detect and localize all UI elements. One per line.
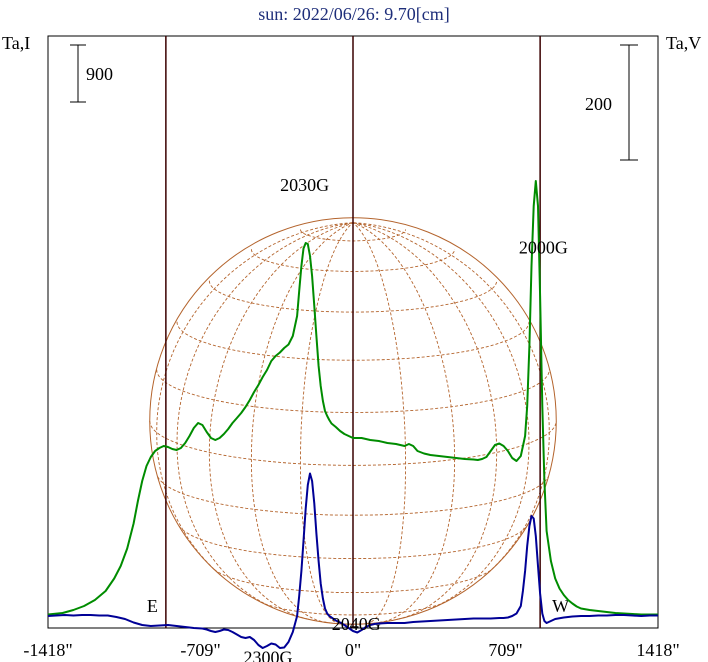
x-tick-labels: -1418" -709" 0" 709" 1418" — [23, 640, 679, 660]
x-tick-label: 0" — [345, 640, 361, 660]
limb-label: W — [552, 596, 569, 616]
right-axis-label: Ta,V — [666, 33, 701, 53]
latitude-line — [157, 476, 549, 516]
right-scale-label: 200 — [585, 94, 612, 114]
series-line-1 — [47, 180, 658, 616]
x-tick-label: 1418" — [636, 640, 679, 660]
longitude-line — [208, 222, 354, 620]
x-tick-label: -1418" — [23, 640, 72, 660]
longitude-line — [352, 222, 407, 625]
latitude-line — [259, 601, 447, 616]
left-scale-bar: 900 — [70, 44, 113, 103]
field-annotation: 2030G — [280, 175, 329, 195]
series-line-2 — [47, 472, 658, 649]
longitude-line — [352, 222, 530, 609]
field-annotation: 2040G — [332, 614, 381, 634]
field-annotation: 2300G — [244, 648, 293, 662]
limb-label: E — [147, 596, 158, 616]
chart-title: sun: 2022/06/26: 9.70[cm] — [258, 4, 450, 24]
latitude-line — [178, 525, 528, 560]
field-annotation: 2000G — [519, 238, 568, 258]
longitude-line — [176, 222, 354, 609]
longitude-line — [352, 222, 456, 623]
x-tick-label: 709" — [488, 640, 522, 660]
left-axis-label: Ta,I — [2, 33, 30, 53]
right-scale-bar: 200 — [585, 44, 638, 161]
series-layer — [47, 180, 658, 649]
longitude-line — [352, 222, 498, 620]
x-tick-label: -709" — [180, 640, 220, 660]
longitude-line — [156, 222, 354, 577]
longitude-line — [299, 222, 354, 625]
annotation-layer: 2030G 2000G 2040G 2300G — [244, 175, 568, 662]
longitude-line — [352, 222, 550, 577]
left-scale-label: 900 — [86, 64, 113, 84]
